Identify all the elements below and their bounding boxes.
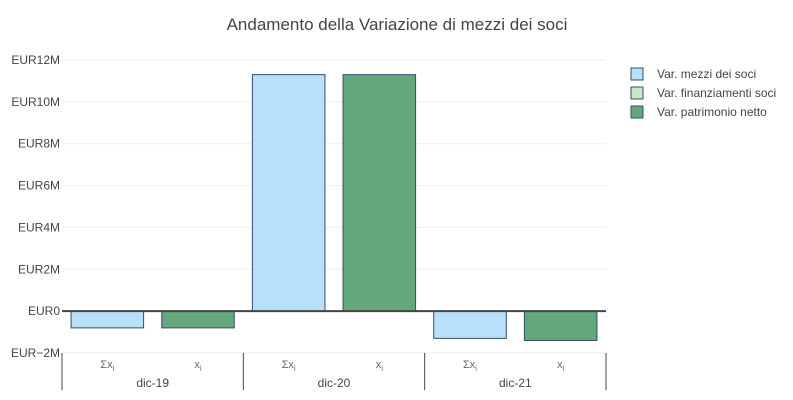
legend-item[interactable]: Var. patrimonio netto [630, 105, 767, 119]
legend[interactable]: Var. mezzi dei soci Var. finanziamenti so… [630, 67, 776, 119]
bar-dic-21-0[interactable] [433, 310, 507, 339]
y-tick-label: EUR6M [18, 179, 60, 193]
grid-layer [62, 59, 606, 354]
legend-label: Var. mezzi dei soci [657, 67, 756, 81]
legend-swatch [630, 105, 644, 119]
sub-category-label: xi [557, 359, 565, 373]
legend-swatch [630, 86, 644, 100]
bar-dic-20-1[interactable] [342, 74, 417, 312]
axis-layer: EUR−2M EUR0 EUR2M EUR4M EUR6M EUR8M EUR10M EUR1… [11, 53, 607, 390]
bars-layer [70, 74, 598, 341]
legend-item[interactable]: Var. mezzi dei soci [630, 67, 756, 81]
legend-item[interactable]: Var. finanziamenti soci [630, 86, 776, 100]
y-tick-label: EUR8M [18, 137, 60, 151]
bar-dic-21-1[interactable] [523, 310, 598, 341]
sub-category-label: Σxi [463, 359, 477, 373]
sub-category-label: xi [376, 359, 384, 373]
legend-label: Var. finanziamenti soci [657, 86, 776, 100]
sub-category-label: Σxi [100, 359, 114, 373]
category-label: dic-21 [499, 376, 532, 390]
legend-swatch [630, 67, 644, 81]
chart-title: Andamento della Variazione di mezzi dei … [227, 15, 568, 34]
bar-dic-20-0[interactable] [251, 74, 326, 312]
sub-category-label: Σxi [282, 359, 296, 373]
y-tick-label: EUR10M [11, 95, 60, 109]
y-tick-label: EUR0 [28, 304, 60, 318]
category-label: dic-20 [318, 376, 351, 390]
y-tick-label: EUR12M [11, 53, 60, 67]
category-label: dic-19 [136, 376, 169, 390]
y-tick-label: EUR4M [18, 220, 60, 234]
sub-category-label: xi [194, 359, 202, 373]
legend-label: Var. patrimonio netto [657, 105, 767, 119]
bar-dic-19-1[interactable] [161, 310, 235, 329]
bar-dic-19-0[interactable] [70, 310, 145, 329]
y-tick-label: EUR−2M [11, 346, 60, 360]
y-tick-label: EUR2M [18, 262, 60, 276]
